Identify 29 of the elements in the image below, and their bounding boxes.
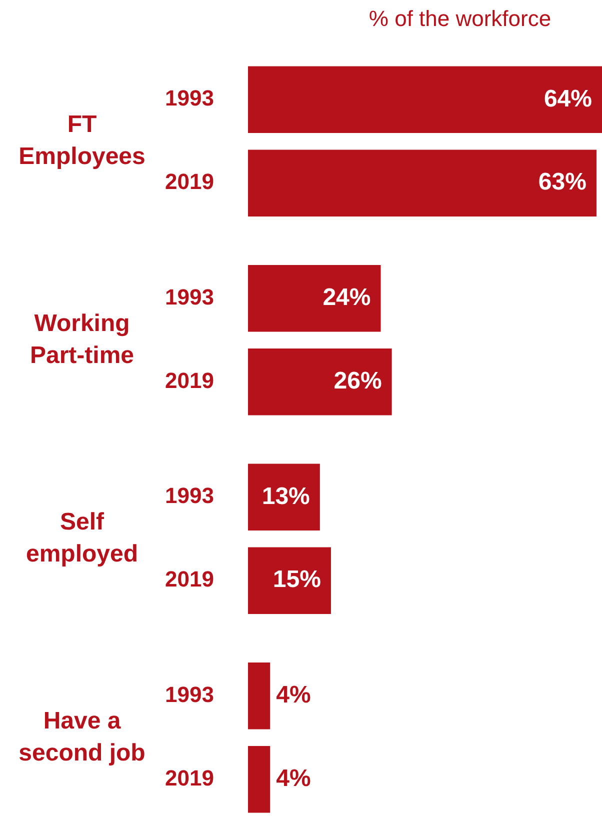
- bar: [248, 150, 596, 217]
- bar: [248, 746, 270, 813]
- text: 2019: [165, 566, 214, 592]
- text: 2019: [165, 368, 214, 393]
- text: 2019: [165, 765, 214, 790]
- bar: [248, 547, 331, 614]
- data-label: 26%: [334, 367, 382, 394]
- bar: [248, 265, 381, 332]
- data-label: 63%: [538, 168, 586, 196]
- y-tick-label: Self employed: [26, 508, 138, 568]
- data-label: 64%: [544, 85, 592, 112]
- bar: [248, 66, 602, 134]
- x-axis-title: % of the workforce: [368, 6, 552, 32]
- series-label: 1993: [165, 86, 214, 111]
- y-tick-label: Working Part-time: [30, 310, 134, 369]
- data-label: 4%: [276, 764, 311, 792]
- y-tick-label: Have a second job: [18, 707, 146, 766]
- bar: [248, 662, 270, 730]
- text: 1993: [165, 284, 214, 310]
- text: 1993: [165, 682, 214, 707]
- series-label: 2019: [165, 169, 214, 194]
- text: 1993: [165, 483, 214, 508]
- data-label: 24%: [322, 284, 371, 312]
- data-label: 15%: [272, 566, 321, 594]
- bar: [248, 464, 320, 531]
- bar: [248, 348, 392, 416]
- data-label: 4%: [276, 682, 311, 709]
- y-tick-label: FT Employees: [18, 111, 146, 170]
- data-label: 13%: [262, 482, 310, 510]
